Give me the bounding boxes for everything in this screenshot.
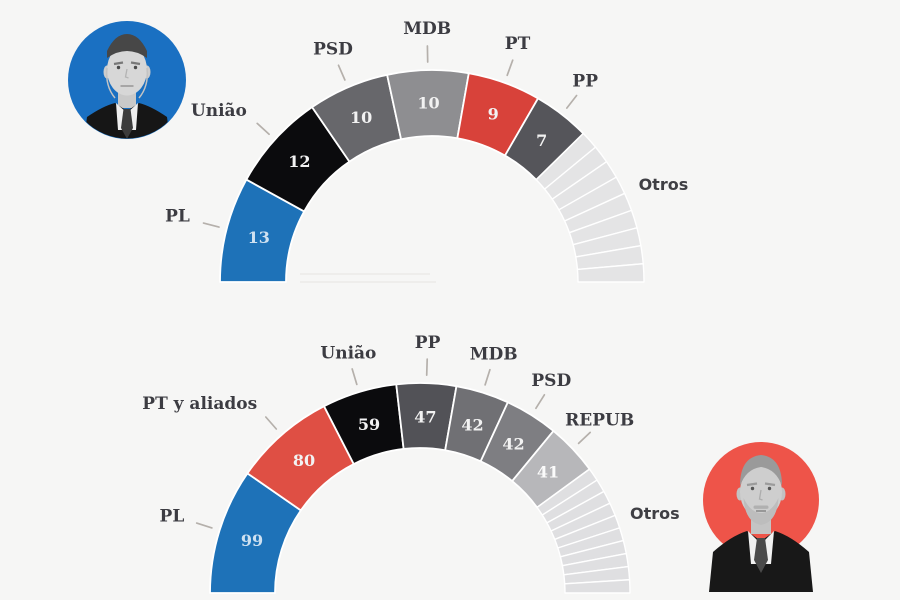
segment-value-pp: 47 [414, 408, 436, 427]
segment-value-pt-y-aliados: 80 [293, 451, 315, 470]
party-label-pl: PL [165, 207, 190, 227]
label-tick-pl [202, 222, 220, 228]
lula-avatar [703, 442, 819, 592]
segment-value-unia-o: 59 [358, 415, 380, 434]
segment-value-psd: 10 [350, 108, 372, 127]
label-tick-pl [195, 522, 213, 529]
label-tick-repub [577, 431, 592, 445]
label-tick-psd [337, 64, 346, 81]
party-label-otros: Otros [630, 504, 680, 523]
party-label-pp: PP [415, 333, 441, 353]
label-tick-pt [506, 59, 514, 77]
label-tick-psd [535, 393, 546, 410]
bolsonaro-avatar [68, 21, 186, 139]
segment-value-mdb: 42 [461, 416, 483, 435]
party-label-otros: Otros [639, 175, 689, 194]
segment-value-unia-o: 12 [288, 152, 310, 171]
segment-value-pl: 99 [241, 531, 263, 550]
party-label-psd: PSD [531, 371, 571, 391]
label-tick-mdb [484, 368, 491, 386]
label-tick-unia-o [351, 368, 358, 386]
party-label-unia-o: União [191, 101, 247, 121]
segment-value-pt: 9 [488, 104, 499, 123]
label-tick-unia-o [256, 122, 270, 136]
lula-photo [709, 455, 813, 592]
party-label-psd: PSD [313, 39, 353, 59]
segment-value-pl: 13 [248, 228, 270, 247]
party-label-mdb: MDB [403, 19, 451, 39]
segment-otros-stripe [564, 579, 631, 594]
party-label-pt: PT [505, 34, 531, 54]
segment-value-repub: 41 [537, 463, 559, 482]
party-label-pl: PL [160, 506, 185, 526]
senate-half-donut-chart: 13 PL 12 União 10 PSD 10 MDB 9 PT 7 PP Otros [165, 19, 689, 283]
segment-otros-stripe [576, 263, 645, 283]
segment-value-psd: 42 [502, 434, 524, 453]
party-label-pt-y-aliados: PT y aliados [142, 394, 257, 414]
label-tick-pp [565, 94, 578, 109]
segment-value-mdb: 10 [417, 94, 439, 113]
chamber-half-donut-chart: 99 PL 80 PT y aliados 59 União 47 PP 42 MDB 42 PSD 4… [142, 333, 680, 594]
label-tick-pt-y-aliados [264, 416, 278, 430]
party-label-mdb: MDB [470, 344, 518, 364]
segment-value-pp: 7 [536, 131, 547, 150]
party-label-repub: REPUB [565, 411, 634, 431]
label-tick-pp [425, 358, 429, 376]
bolsonaro-photo [84, 34, 170, 139]
party-label-pp: PP [572, 71, 598, 91]
party-label-unia-o: União [320, 344, 376, 364]
